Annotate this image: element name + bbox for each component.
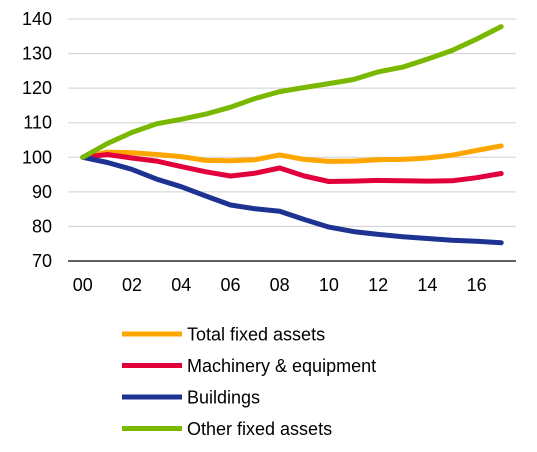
y-tick-label: 140 [22, 9, 52, 29]
y-tick-label: 80 [32, 216, 52, 236]
y-tick-label: 120 [22, 78, 52, 98]
x-tick-label: 08 [270, 275, 290, 295]
legend-label-buildings: Buildings [187, 388, 260, 408]
y-tick-label: 110 [23, 113, 52, 133]
legend: Total fixed assets Machinery & equipment B… [122, 325, 376, 439]
x-tick-label: 00 [73, 275, 93, 295]
legend-label-other-fixed-assets: Other fixed assets [187, 419, 332, 439]
legend-label-machinery-equipment: Machinery & equipment [187, 356, 376, 376]
series-line-machinery-equipment [80, 152, 504, 184]
series-line-total-fixed-assets [80, 143, 504, 164]
x-tick-label: 10 [319, 275, 339, 295]
y-tick-label: 90 [32, 182, 52, 202]
series-lines [80, 24, 504, 246]
y-tick-label: 130 [22, 44, 52, 64]
y-axis-tick-labels: 70 80 90 100 110 120 130 140 [22, 9, 52, 271]
x-tick-label: 16 [467, 275, 487, 295]
x-axis-tick-labels: 00 02 04 06 08 10 12 14 16 [73, 275, 487, 295]
y-tick-label: 70 [32, 251, 52, 271]
x-tick-label: 12 [368, 275, 388, 295]
legend-label-total-fixed-assets: Total fixed assets [187, 325, 325, 345]
series-line-buildings [80, 154, 504, 246]
x-tick-label: 02 [122, 275, 142, 295]
y-tick-label: 100 [22, 147, 52, 167]
series-line-other-fixed-assets [80, 24, 504, 160]
x-tick-label: 04 [171, 275, 191, 295]
x-tick-label: 14 [417, 275, 437, 295]
x-tick-label: 06 [220, 275, 240, 295]
